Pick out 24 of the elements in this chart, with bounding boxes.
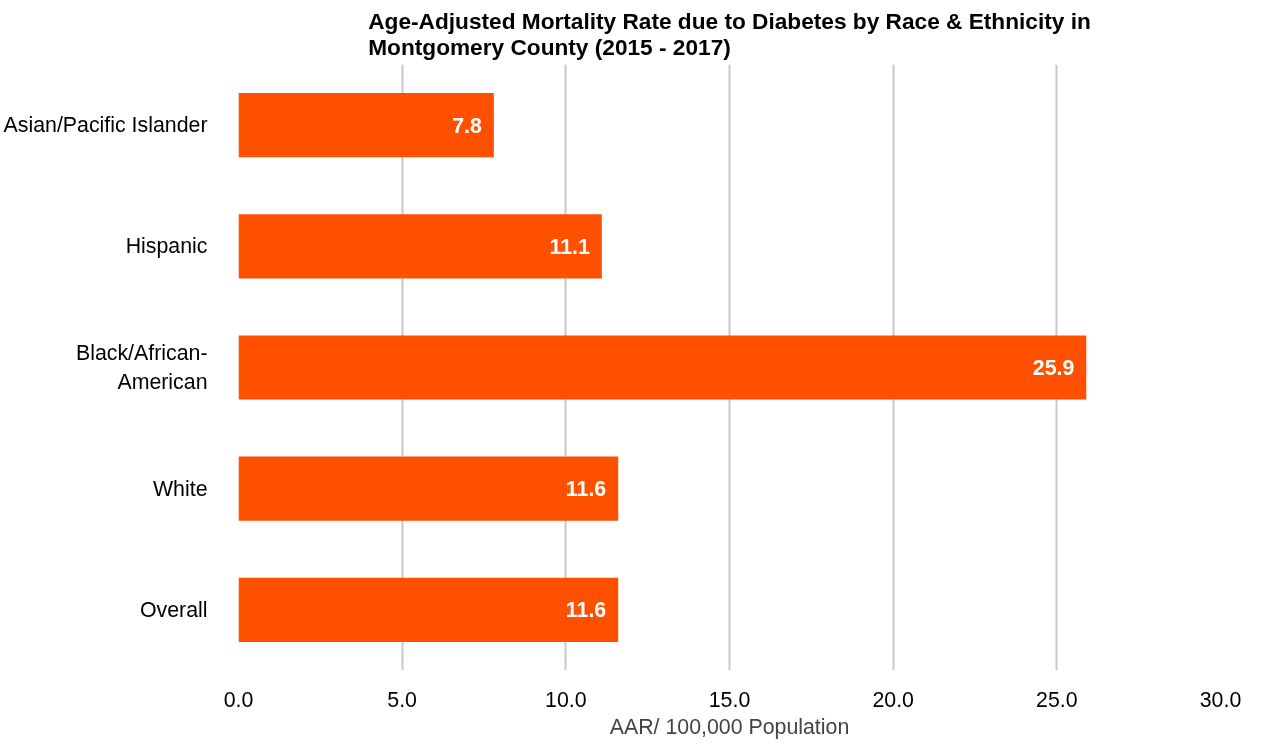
x-tick-label: 30.0 (1199, 687, 1242, 712)
bar (238, 92, 494, 158)
y-tick-label: White (152, 476, 208, 501)
bar (238, 335, 1087, 400)
chart-title: Age-Adjusted Mortality Rate due to Diabetes by Race & Ethnicity in Montgomery County (2015 - 2017) (368, 7, 1091, 60)
data-label: 11.1 (549, 234, 590, 259)
data-label: 11.6 (565, 598, 607, 623)
bar (238, 577, 619, 643)
y-tick-label: Black/African-American (75, 341, 208, 394)
x-tick-label: 25.0 (1036, 687, 1078, 712)
y-tick-label: Asian/Pacific Islander (3, 113, 208, 138)
x-tick-label: 20.0 (872, 687, 915, 712)
x-tick-label: 5.0 (387, 687, 418, 712)
y-tick-label: Overall (139, 597, 208, 622)
x-axis-title: AAR/ 100,000 Population (609, 714, 850, 739)
x-tick-label: 10.0 (545, 687, 587, 712)
data-label: 11.6 (565, 477, 607, 502)
data-label: 25.9 (1032, 356, 1075, 380)
bar (238, 214, 602, 279)
x-tick-label: 15.0 (708, 687, 751, 712)
bar (238, 456, 619, 521)
data-label: 7.8 (452, 113, 482, 138)
x-tick-label: 0.0 (223, 687, 254, 712)
y-tick-label: Hispanic (125, 234, 208, 259)
